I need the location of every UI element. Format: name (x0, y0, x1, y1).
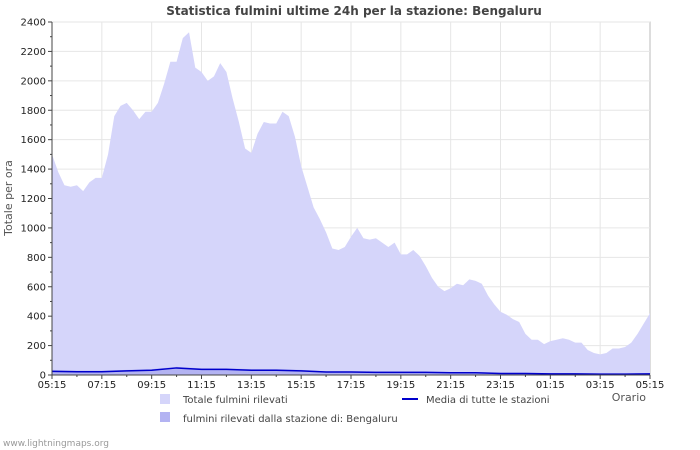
series-area-total (52, 32, 650, 376)
y-tick-label: 200 (27, 341, 46, 352)
x-tick-label: 17:15 (337, 380, 366, 391)
y-tick-label: 1600 (21, 135, 46, 146)
x-tick-label: 23:15 (486, 380, 515, 391)
legend-label-station: fulmini rilevati dalla stazione di: Beng… (183, 414, 398, 425)
footer-credit: www.lightningmaps.org (3, 439, 109, 449)
y-tick-label: 1200 (21, 194, 46, 205)
x-tick-label: 09:15 (137, 380, 166, 391)
x-tick-label: 01:15 (536, 380, 565, 391)
y-tick-label: 1000 (21, 223, 46, 234)
x-tick-label: 15:15 (287, 380, 316, 391)
chart-title: Statistica fulmini ultime 24h per la sta… (166, 4, 542, 18)
y-tick-label: 600 (27, 282, 46, 293)
x-tick-label: 21:15 (436, 380, 465, 391)
y-tick-label: 400 (27, 312, 46, 323)
x-tick-labels: 05:15 07:15 09:15 11:15 13:15 15:15 17:15 19:15… (38, 380, 665, 391)
y-tick-label: 2400 (21, 18, 46, 29)
x-tick-label: 07:15 (87, 380, 116, 391)
y-tick-labels: 0 200 400 600 800 1000 1200 1400 1600 1800 2000 220… (21, 18, 46, 382)
x-tick-label: 03:15 (586, 380, 615, 391)
y-tick-label: 1800 (21, 106, 46, 117)
series-layer (51, 32, 651, 376)
y-tick-label: 0 (40, 371, 46, 382)
y-tick-label: 800 (27, 253, 46, 264)
x-tick-label: 13:15 (237, 380, 266, 391)
legend-swatch-station (160, 412, 170, 422)
y-tick-label: 2200 (21, 47, 46, 58)
x-tick-label: 05:15 (636, 380, 665, 391)
series-line-average (51, 367, 651, 375)
y-axis-label: Totale per ora (2, 160, 15, 237)
x-tick-label: 19:15 (386, 380, 415, 391)
legend-swatch-total (160, 394, 170, 404)
x-tick-label: 05:15 (38, 380, 67, 391)
x-axis-label: Orario (612, 391, 647, 404)
y-tick-label: 1400 (21, 165, 46, 176)
legend-label-average: Media di tutte le stazioni (426, 395, 550, 406)
legend-label-total: Totale fulmini rilevati (182, 395, 288, 406)
x-tick-label: 11:15 (187, 380, 216, 391)
axes-layer (48, 21, 651, 379)
y-tick-label: 2000 (21, 76, 46, 87)
legend: Totale fulmini rilevati fulmini rilevati… (160, 394, 550, 425)
